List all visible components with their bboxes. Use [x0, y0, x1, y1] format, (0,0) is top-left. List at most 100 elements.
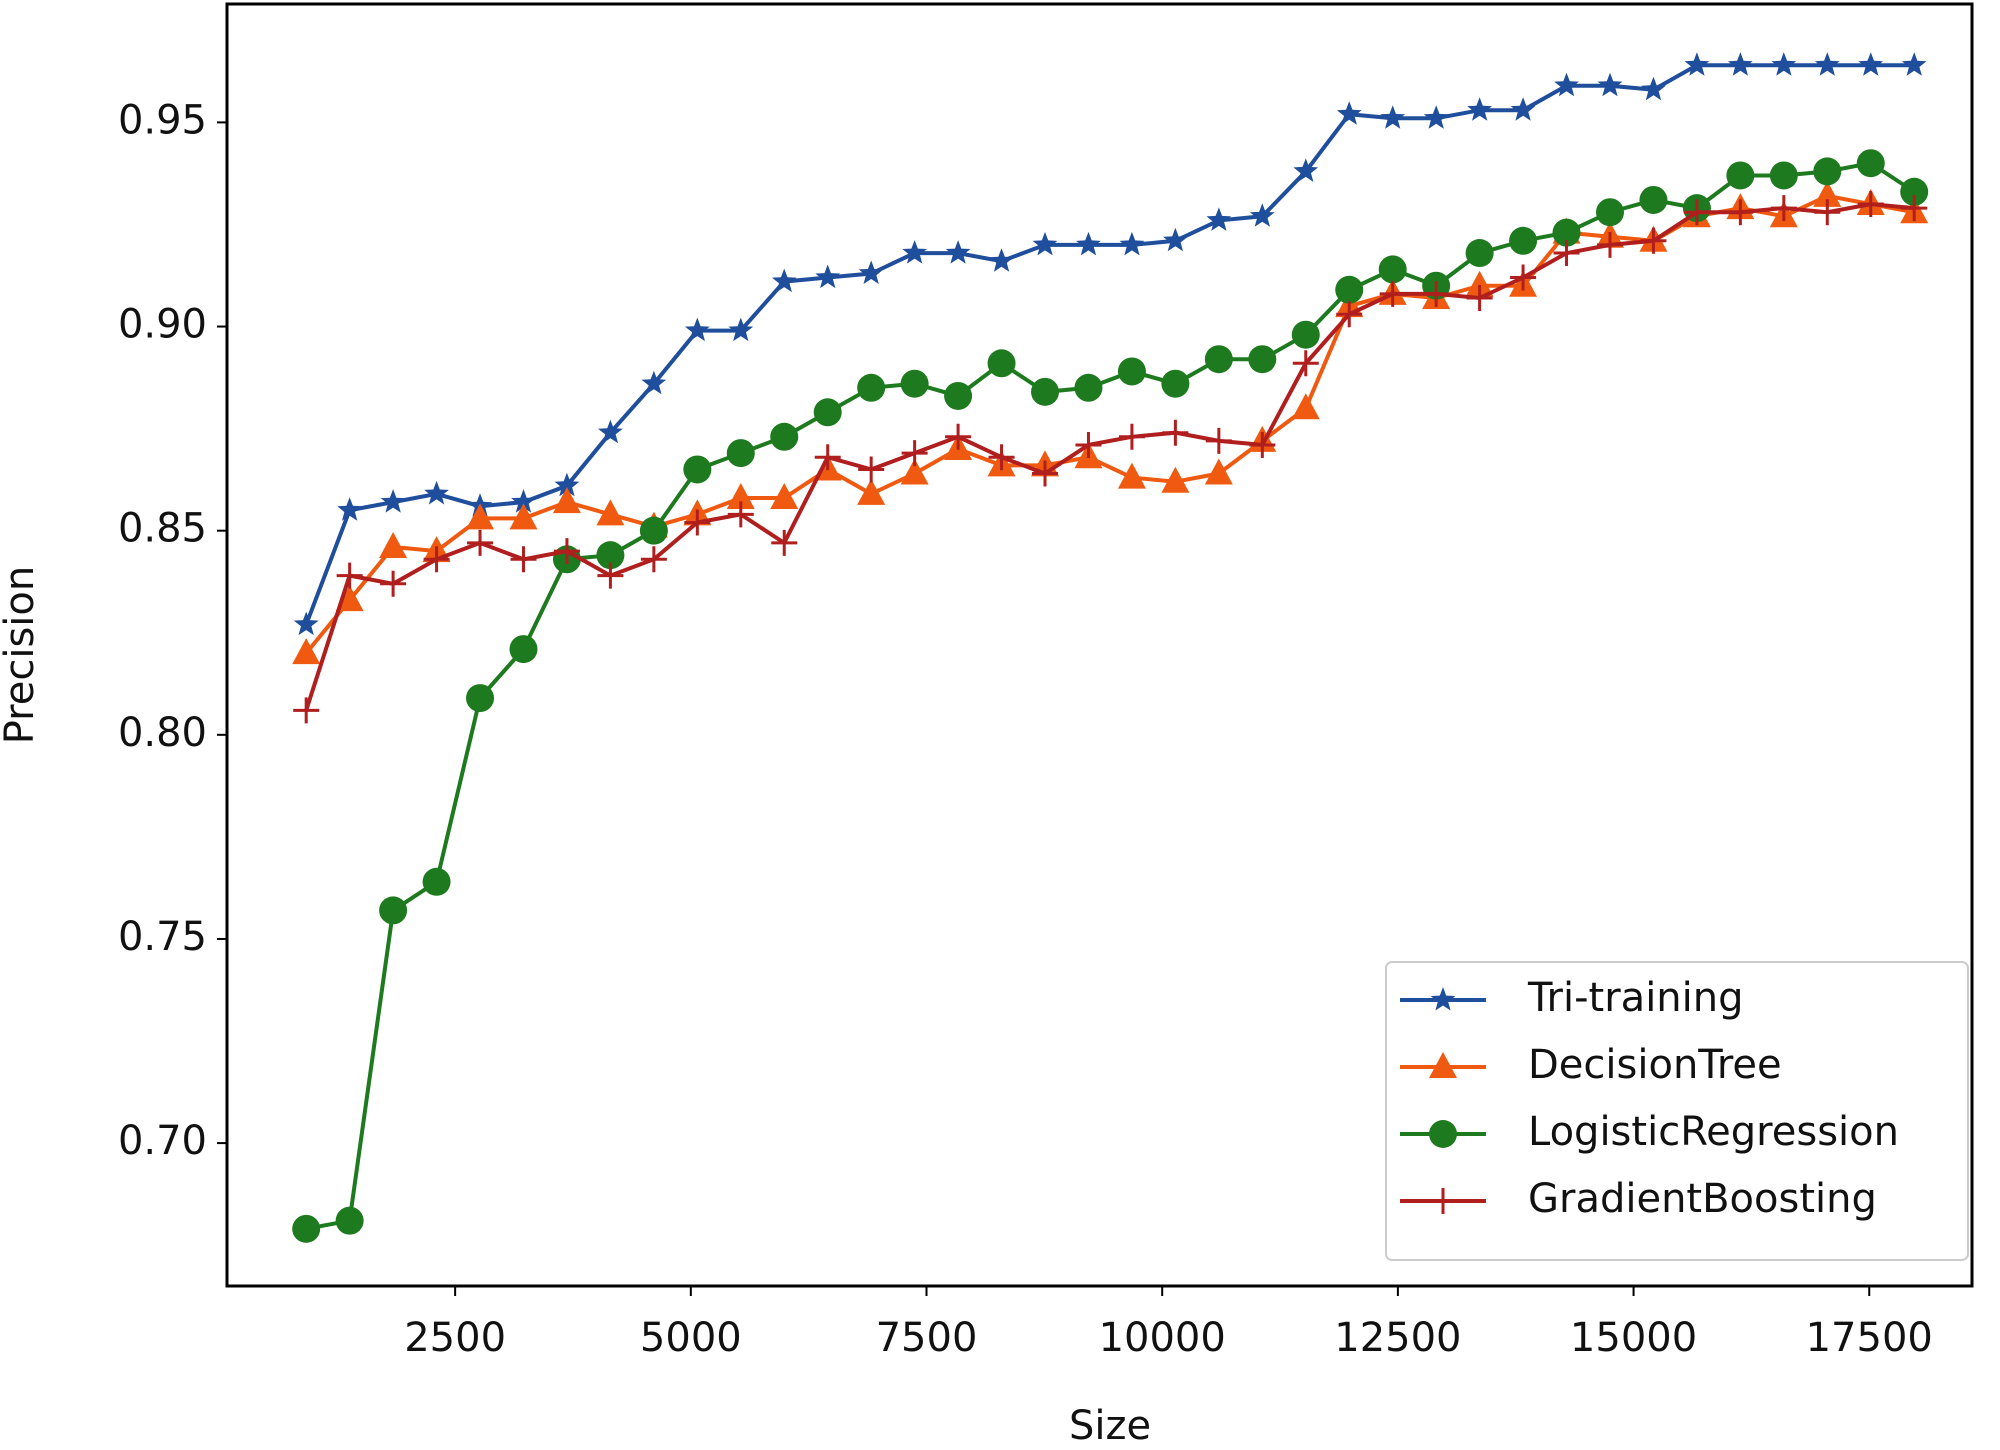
data-point: [1856, 149, 1885, 178]
data-point: [1640, 227, 1667, 254]
data-point: [1771, 52, 1797, 76]
data-point: [422, 867, 451, 896]
data-point: [1510, 264, 1537, 291]
data-point: [1901, 52, 1927, 76]
data-point: [1641, 76, 1666, 101]
data-point: [596, 499, 625, 526]
data-point: [1727, 199, 1754, 226]
data-point: [901, 440, 928, 467]
data-point: [509, 503, 538, 530]
legend-label: GradientBoosting: [1528, 1176, 1877, 1222]
data-point: [292, 638, 321, 665]
data-point: [1510, 97, 1536, 121]
data-point: [596, 541, 625, 570]
legend-marker: [1429, 1052, 1457, 1078]
data-point: [1683, 199, 1710, 226]
data-point: [1423, 105, 1449, 129]
data-point: [1900, 177, 1929, 206]
data-point: [1336, 101, 1362, 125]
data-point: [1291, 320, 1320, 349]
data-point: [813, 398, 842, 427]
data-point: [1814, 199, 1841, 226]
data-point: [900, 369, 929, 398]
data-point: [293, 697, 320, 724]
data-point: [1423, 280, 1450, 307]
y-tick-label: 0.80: [118, 710, 207, 756]
data-point: [1204, 345, 1233, 374]
data-point: [814, 444, 841, 471]
y-tick-label: 0.85: [118, 506, 207, 552]
series-line: [304, 193, 1915, 655]
data-point: [1291, 393, 1320, 420]
data-point: [815, 264, 841, 289]
data-point: [553, 538, 580, 565]
data-point: [597, 562, 624, 589]
data-point: [466, 503, 495, 530]
data-point: [1031, 377, 1060, 406]
series-line: [304, 63, 1915, 626]
data-point: [1075, 431, 1102, 458]
data-point: [1163, 227, 1188, 252]
data-point: [640, 546, 667, 573]
data-point: [1509, 226, 1538, 255]
x-tick-label: 2500: [404, 1315, 506, 1361]
data-point: [509, 635, 538, 664]
x-tick-label: 15000: [1570, 1315, 1697, 1361]
data-point: [944, 381, 973, 410]
data-point: [685, 317, 710, 342]
legend-marker: [1430, 987, 1456, 1011]
data-point: [1248, 345, 1277, 374]
data-point: [857, 373, 886, 402]
data-point: [1553, 240, 1580, 267]
data-point: [424, 480, 449, 505]
data-point: [1119, 231, 1145, 256]
data-point: [1162, 419, 1189, 446]
data-point: [336, 562, 363, 589]
data-point: [380, 570, 407, 597]
y-axis-label: Precision: [0, 566, 43, 744]
data-point: [1465, 270, 1494, 297]
data-point: [945, 423, 972, 450]
data-point: [1117, 357, 1146, 386]
data-point: [552, 487, 581, 514]
data-point: [1596, 231, 1623, 258]
data-point: [683, 455, 712, 484]
data-point: [857, 478, 886, 505]
data-point: [1597, 72, 1623, 97]
y-tick-label: 0.75: [118, 914, 207, 960]
x-axis-label: Size: [1069, 1403, 1151, 1446]
data-point: [1901, 195, 1928, 222]
data-point: [771, 268, 797, 293]
data-point: [1249, 431, 1276, 458]
data-point: [987, 349, 1016, 378]
y-tick-label: 0.95: [118, 97, 207, 143]
data-point: [511, 489, 536, 513]
data-point: [1378, 255, 1407, 284]
data-point: [989, 248, 1014, 272]
data-point: [1465, 239, 1494, 268]
y-tick-label: 0.90: [118, 302, 207, 348]
data-point: [1336, 301, 1363, 328]
data-point: [770, 483, 799, 510]
legend-marker: [1430, 1188, 1456, 1214]
legend-label: Tri-training: [1527, 975, 1744, 1021]
data-point: [858, 456, 885, 483]
data-point: [1857, 191, 1884, 218]
data-point: [902, 240, 927, 264]
legend-label: DecisionTree: [1528, 1042, 1782, 1088]
data-point: [293, 611, 319, 636]
x-tick-label: 17500: [1806, 1315, 1933, 1361]
legend-marker: [1429, 1120, 1457, 1148]
data-point: [770, 422, 799, 451]
data-point: [292, 1214, 321, 1243]
data-point: [1726, 161, 1755, 190]
data-point: [1293, 158, 1319, 182]
data-point: [379, 532, 408, 559]
data-point: [1379, 280, 1406, 307]
data-point: [1595, 198, 1624, 227]
data-point: [900, 458, 929, 485]
legend-frame: [1385, 961, 1969, 1261]
data-point: [727, 501, 754, 528]
y-tick-label: 0.70: [118, 1118, 207, 1164]
